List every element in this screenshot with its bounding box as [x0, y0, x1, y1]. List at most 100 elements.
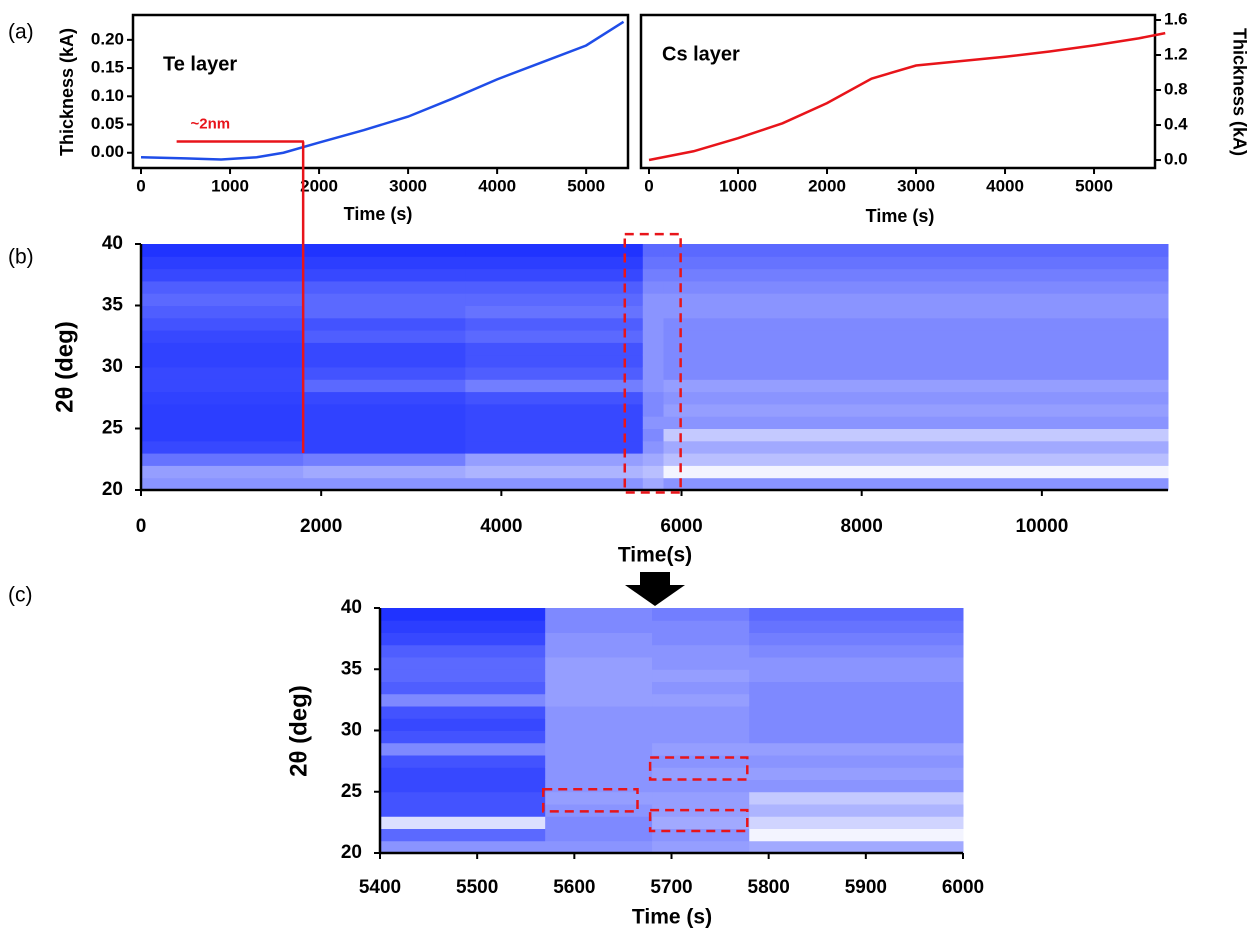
heat-cell: [303, 416, 466, 429]
heat-cell: [642, 416, 665, 429]
heat-cell: [141, 453, 304, 466]
y-tick-label: 1.6: [1164, 9, 1188, 28]
heat-cell: [465, 280, 644, 294]
heat-cell: [465, 330, 644, 343]
heat-cell: [642, 465, 665, 479]
heat-cell: [749, 791, 964, 805]
y-tick-label: 0.0: [1164, 150, 1188, 169]
x-tick-label: 0: [136, 176, 145, 195]
heat-cell: [465, 465, 644, 479]
heat-cell: [141, 440, 304, 454]
heat-cell: [652, 657, 750, 670]
heat-cell: [545, 767, 653, 780]
x-tick-label: 10000: [1015, 516, 1068, 537]
heat-cell: [141, 268, 304, 282]
x-tick-label: 2000: [300, 176, 338, 195]
heat-cell: [545, 644, 653, 658]
x-tick-label: 2000: [808, 176, 846, 195]
heat-cell: [652, 718, 750, 731]
heat-cell: [465, 342, 644, 356]
heat-cell: [303, 453, 466, 466]
heat-cell: [663, 280, 1169, 294]
heat-cell: [380, 681, 546, 695]
heat-cell: [652, 779, 750, 793]
heat-cell: [303, 317, 466, 331]
y-tick-label: 0.05: [91, 114, 124, 133]
heat-cell: [380, 755, 546, 768]
highlight-box: [648, 808, 749, 833]
heat-cell: [642, 342, 665, 356]
heat-cell: [465, 256, 644, 270]
heat-cell: [141, 305, 304, 319]
heat-cell: [652, 791, 750, 805]
heat-cell: [545, 840, 653, 854]
heat-cell: [652, 693, 750, 707]
heat-cell: [303, 268, 466, 282]
heat-cell: [663, 256, 1169, 270]
heat-cell: [465, 244, 644, 257]
x-tick-label: 3000: [897, 176, 935, 195]
y-axis-title: 2θ (deg): [51, 321, 78, 413]
y-tick-label: 40: [341, 597, 362, 618]
heat-cell: [642, 305, 665, 319]
heat-cell: [652, 681, 750, 695]
plot-frame: [131, 13, 630, 170]
heat-cell: [141, 465, 304, 479]
heat-cell: [303, 379, 466, 393]
heat-cell: [749, 755, 964, 768]
heat-cell: [303, 342, 466, 356]
heat-cell: [141, 403, 304, 417]
heat-cell: [642, 367, 665, 380]
y-axis-title: Thickness (kA): [57, 28, 77, 156]
heat-cell: [303, 280, 466, 294]
heat-cell: [465, 416, 644, 429]
heat-cell: [652, 632, 750, 646]
heat-cell: [663, 379, 1169, 393]
heat-cell: [303, 244, 466, 257]
plot-frame: [639, 13, 1157, 170]
heat-cell: [465, 440, 644, 454]
heat-cell: [465, 354, 644, 368]
heat-cell: [380, 608, 546, 621]
heat-cell: [749, 644, 964, 658]
heat-cell: [663, 317, 1169, 331]
heat-cell: [652, 767, 750, 780]
heat-cell: [303, 403, 466, 417]
heat-cell: [141, 367, 304, 380]
x-tick-label: 8000: [841, 516, 883, 537]
heat-cell: [141, 379, 304, 393]
y-tick-label: 0.20: [91, 29, 124, 48]
heat-cell: [749, 669, 964, 682]
heat-cell: [141, 342, 304, 356]
heat-cell: [663, 293, 1169, 306]
heat-cell: [303, 256, 466, 270]
panel-label: (a): [8, 21, 34, 44]
x-tick-label: 5000: [567, 176, 605, 195]
heat-cell: [380, 779, 546, 793]
heat-cell: [465, 428, 644, 442]
heat-cell: [380, 620, 546, 633]
heat-cell: [642, 330, 665, 343]
heat-cell: [141, 428, 304, 442]
heat-cell: [663, 391, 1169, 405]
heat-cell: [749, 742, 964, 756]
highlight-box: [623, 232, 682, 494]
heat-cell: [663, 367, 1169, 380]
highlight-box: [541, 788, 639, 813]
heat-cell: [380, 742, 546, 756]
heat-cell: [642, 428, 665, 442]
heat-cell: [465, 477, 644, 491]
arrow-shaft: [640, 572, 670, 586]
y-tick-label: 0.00: [91, 142, 124, 161]
x-axis-title: Time (s): [632, 906, 712, 929]
x-axis-title: Time(s): [618, 544, 692, 567]
heat-cell: [749, 779, 964, 793]
heat-cell: [303, 428, 466, 442]
heat-cell: [642, 453, 665, 466]
heat-cell: [465, 379, 644, 393]
heat-cell: [380, 791, 546, 805]
heat-cell: [663, 428, 1169, 442]
heat-cell: [749, 730, 964, 744]
heat-cell: [545, 608, 653, 621]
heat-cell: [663, 342, 1169, 356]
